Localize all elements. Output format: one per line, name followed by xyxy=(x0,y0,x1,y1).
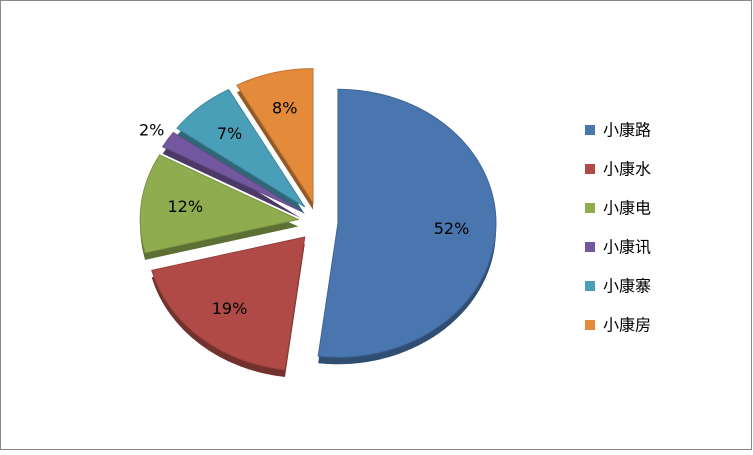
legend-label: 小康寨 xyxy=(603,277,651,296)
legend-swatch xyxy=(585,320,595,330)
legend-label: 小康房 xyxy=(603,316,651,335)
legend-swatch xyxy=(585,164,595,174)
slice xyxy=(161,131,302,212)
data-label: 19% xyxy=(212,299,248,318)
slice xyxy=(317,88,497,358)
data-label: 8% xyxy=(272,99,297,118)
slice xyxy=(176,88,306,208)
data-label: 7% xyxy=(217,124,242,143)
data-label: 52% xyxy=(434,219,470,238)
slice xyxy=(139,154,300,254)
slice xyxy=(151,236,306,371)
legend-swatch xyxy=(585,242,595,252)
slice xyxy=(236,68,314,205)
legend-swatch xyxy=(585,281,595,291)
data-label: 12% xyxy=(168,197,204,216)
data-label: 2% xyxy=(139,120,164,139)
legend-label: 小康电 xyxy=(603,199,651,218)
legend-label: 小康路 xyxy=(603,121,651,140)
pie: 52% 19% 12% 2% 7% 8% xyxy=(139,68,497,377)
legend-label: 小康水 xyxy=(603,160,651,179)
legend-label: 小康讯 xyxy=(603,238,651,257)
legend-swatch xyxy=(585,203,595,213)
legend-swatch xyxy=(585,125,595,135)
